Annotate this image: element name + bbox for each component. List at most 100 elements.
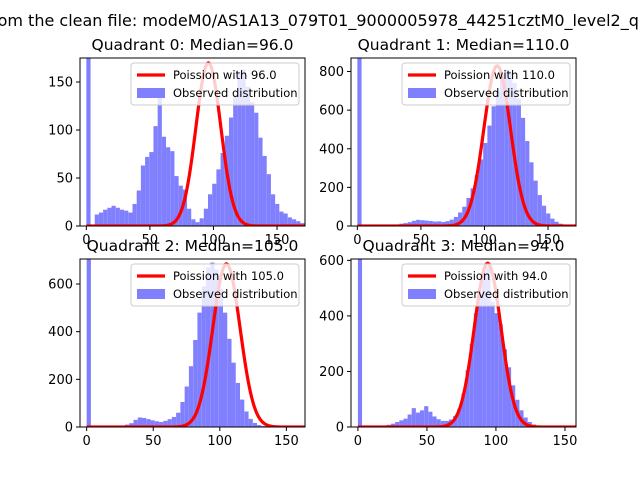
histogram-bar [428, 411, 433, 427]
histogram-bar [541, 205, 547, 226]
histogram-bar [222, 312, 228, 427]
histogram-bar [357, 58, 362, 226]
histogram-bar [411, 408, 416, 427]
histogram-bar [490, 302, 495, 427]
x-tick-label: 150 [265, 233, 290, 248]
histogram-bar [424, 406, 429, 427]
histogram-bar [432, 221, 438, 226]
histogram-bar [228, 117, 234, 226]
histogram-bar [502, 349, 507, 427]
histogram-bar [212, 183, 217, 226]
axes-frame [350, 258, 577, 428]
histogram-bar [157, 90, 162, 226]
histogram-bar [506, 367, 512, 427]
x-tick-label: 0 [83, 434, 91, 449]
legend: Poission with 96.0 Observed distribution [130, 62, 300, 106]
y-tick-label: 200 [319, 181, 344, 196]
histogram-bar [103, 209, 108, 226]
histogram-bar [146, 419, 151, 427]
histogram-bar [244, 411, 249, 427]
histogram-bar [115, 207, 120, 226]
histogram-bar [176, 412, 181, 427]
histogram-bar [391, 423, 396, 427]
histogram-bar [498, 324, 503, 427]
histogram-bar [188, 366, 194, 427]
histogram-bar [258, 137, 263, 226]
histogram-bar [195, 222, 200, 226]
histogram-bar [241, 69, 246, 226]
histogram-bar [252, 422, 258, 427]
histogram-bar [205, 267, 211, 427]
histogram-bar [153, 126, 158, 226]
plot-area [357, 58, 576, 226]
subplot-title: Quadrant 0: Median=96.0 [92, 36, 294, 54]
x-tick-label: 50 [145, 434, 162, 449]
poisson-curve [357, 64, 576, 226]
histogram-bar [279, 211, 284, 226]
histogram-bar [469, 343, 474, 427]
histogram-bar [403, 418, 408, 427]
histogram-bar [432, 416, 437, 427]
x-tick-label: 100 [472, 233, 497, 248]
x-tick-label: 150 [274, 434, 299, 449]
histogram-bar [458, 212, 463, 226]
histogram-bar [140, 165, 146, 226]
histogram-bar [231, 362, 236, 427]
histogram-bar [170, 151, 175, 226]
histogram-bar [191, 219, 196, 226]
histogram-bar [437, 221, 442, 226]
y-tick-label: 400 [48, 325, 73, 340]
legend-entry-observed: Observed distribution [173, 86, 298, 100]
histogram-bar [420, 410, 425, 427]
histogram-bar [275, 203, 280, 226]
y-tick-label: 400 [319, 142, 344, 157]
y-tick-label: 0 [336, 220, 344, 235]
legend-entry-observed: Observed distribution [173, 287, 298, 301]
histogram-bar [187, 208, 192, 226]
legend: Poission with 110.0 Observed distribution [401, 62, 571, 106]
histogram-bar [262, 155, 267, 226]
histogram-bar [203, 208, 209, 226]
histogram-bar [424, 220, 429, 226]
subplot-quadrant-1: 0 50 100 150 0 200 400 600 800 Quadrant 1: Median… [319, 36, 577, 248]
subplot-quadrant-2: 0 50 100 150 0 200 400 600 Quadrant 2: Median=10… [48, 237, 306, 449]
histogram-bar [240, 399, 245, 427]
histogram-bar [171, 416, 177, 427]
x-tick-label: 100 [207, 434, 232, 449]
figure-suptitle: Histograms from the clean file: modeM0/A… [0, 11, 640, 35]
legend: Poission with 105.0 Observed distribution [130, 263, 300, 307]
legend-entry-observed: Observed distribution [444, 287, 569, 301]
legend-patch-swatch [137, 88, 165, 98]
histogram-bar [399, 420, 404, 427]
subplot-title: Quadrant 2: Median=105.0 [87, 237, 299, 255]
histogram-bar [257, 425, 262, 427]
histogram-bar [420, 220, 425, 226]
histogram-bar [98, 212, 104, 226]
histogram-bar [525, 141, 530, 226]
histogram-bar [220, 153, 225, 226]
x-tick-label: 150 [536, 233, 561, 248]
histogram-bar [266, 174, 271, 226]
histogram-bar [163, 420, 168, 427]
histogram-bar [487, 125, 492, 226]
histogram-bar [149, 152, 154, 226]
legend-patch-swatch [408, 88, 436, 98]
histogram-bar [237, 72, 242, 226]
histogram-bar [482, 271, 487, 427]
histogram-bar [441, 221, 446, 226]
legend-box [130, 263, 300, 307]
plot-area [86, 58, 305, 226]
histogram-bar [504, 69, 509, 226]
histogram-bar [142, 417, 147, 427]
axes-frame [79, 258, 306, 428]
histogram-bar [415, 412, 421, 427]
histogram-bar [159, 421, 164, 427]
histogram-bar [248, 418, 253, 427]
histogram-bar [461, 393, 466, 427]
subplot-title: Quadrant 1: Median=110.0 [358, 36, 570, 54]
legend-box [130, 62, 300, 106]
legend: Poission with 94.0 Observed distribution [401, 263, 571, 307]
histogram-bar [132, 203, 137, 226]
histogram-bar [291, 219, 297, 226]
